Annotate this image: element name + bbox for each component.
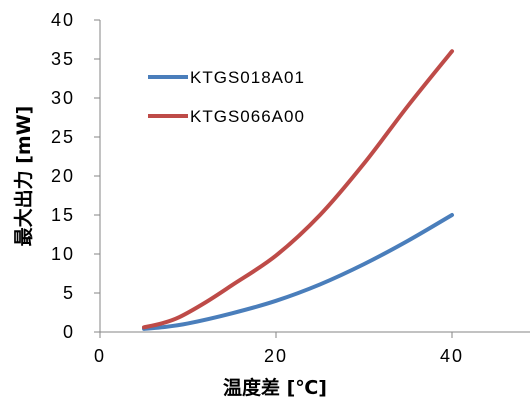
series-layer (142, 49, 454, 331)
y-ticks: 0 5 10 15 20 25 30 35 40 (51, 10, 100, 342)
x-tick-label: 20 (264, 346, 288, 366)
y-tick-label: 5 (63, 283, 75, 303)
y-tick-label: 40 (51, 10, 75, 30)
y-tick-label: 35 (51, 49, 75, 69)
y-tick-label: 30 (51, 88, 75, 108)
y-tick-label: 0 (63, 322, 75, 342)
y-axis-title: 最大出力 [mW] (12, 106, 35, 247)
legend-label-1: KTGS018A01 (190, 68, 305, 87)
y-tick-label: 25 (51, 127, 75, 147)
legend: KTGS018A01 KTGS066A00 (148, 68, 305, 126)
series-line-1 (142, 213, 454, 331)
x-tick-label: 40 (440, 346, 464, 366)
series-line-2 (142, 49, 454, 330)
y-tick-label: 15 (51, 205, 75, 225)
x-axis-title: 温度差 [℃] (223, 376, 327, 399)
y-tick-label: 20 (51, 166, 75, 186)
x-tick-label: 0 (94, 346, 106, 366)
y-tick-label: 10 (51, 244, 75, 264)
legend-entry-2: KTGS066A00 (148, 107, 305, 126)
legend-label-2: KTGS066A00 (190, 107, 305, 126)
x-ticks: 0 20 40 (94, 332, 464, 366)
legend-entry-1: KTGS018A01 (148, 68, 305, 87)
